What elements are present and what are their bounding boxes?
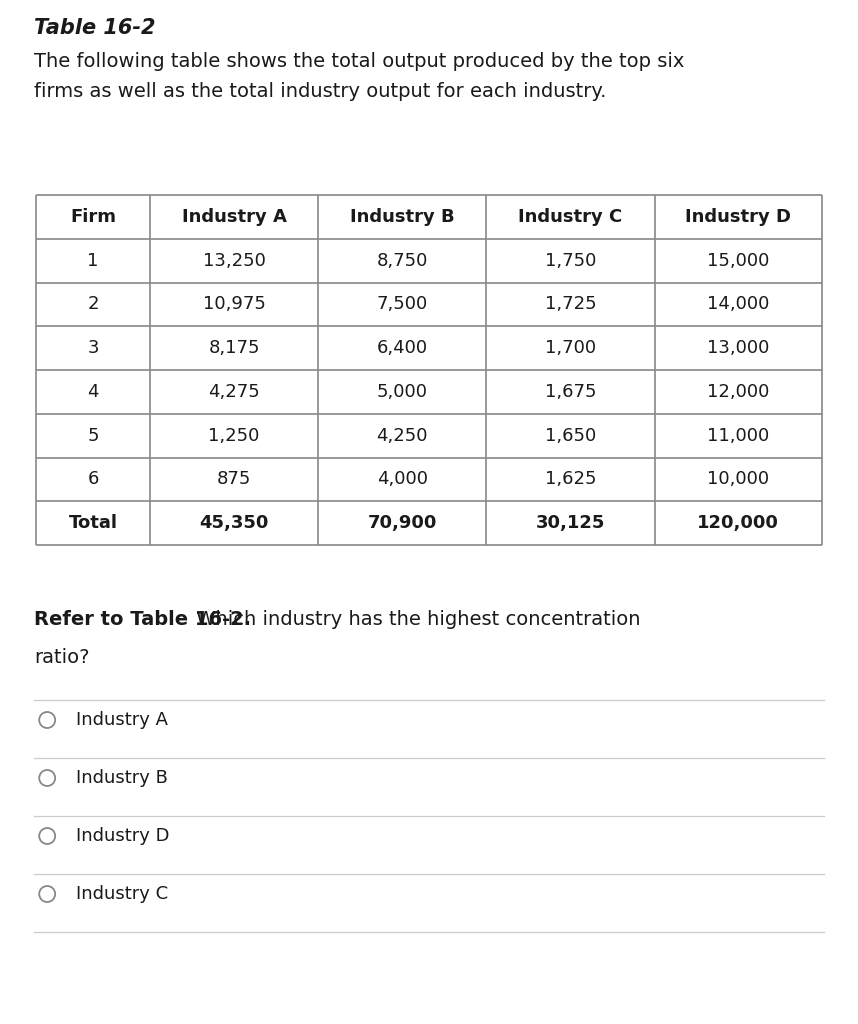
Text: 1,625: 1,625 xyxy=(545,470,596,488)
Text: 30,125: 30,125 xyxy=(535,514,605,532)
Text: 6,400: 6,400 xyxy=(377,339,428,357)
Text: Refer to Table 16-2.: Refer to Table 16-2. xyxy=(34,610,251,629)
Text: 13,250: 13,250 xyxy=(202,252,265,269)
Text: 1: 1 xyxy=(88,252,99,269)
Text: Total: Total xyxy=(69,514,118,532)
Text: Industry D: Industry D xyxy=(686,208,791,226)
Text: Industry D: Industry D xyxy=(76,827,169,845)
Text: 10,975: 10,975 xyxy=(202,295,265,313)
Text: 2: 2 xyxy=(88,295,99,313)
Text: 11,000: 11,000 xyxy=(707,427,770,444)
Text: The following table shows the total output produced by the top six: The following table shows the total outp… xyxy=(34,52,685,71)
Text: 5: 5 xyxy=(88,427,99,444)
Text: 1,650: 1,650 xyxy=(545,427,596,444)
Text: firms as well as the total industry output for each industry.: firms as well as the total industry outp… xyxy=(34,82,607,101)
Text: Table 16-2: Table 16-2 xyxy=(34,18,156,38)
Text: Industry A: Industry A xyxy=(76,711,167,729)
Text: 875: 875 xyxy=(217,470,251,488)
Text: 1,750: 1,750 xyxy=(545,252,596,269)
Text: 15,000: 15,000 xyxy=(707,252,770,269)
Text: 120,000: 120,000 xyxy=(698,514,779,532)
Text: 3: 3 xyxy=(88,339,99,357)
Text: Industry B: Industry B xyxy=(76,769,167,787)
Text: 5,000: 5,000 xyxy=(377,383,428,400)
Text: 13,000: 13,000 xyxy=(707,339,770,357)
Text: 1,250: 1,250 xyxy=(208,427,260,444)
Text: Industry C: Industry C xyxy=(518,208,623,226)
Text: Industry A: Industry A xyxy=(182,208,287,226)
Text: 6: 6 xyxy=(88,470,99,488)
Text: Industry C: Industry C xyxy=(76,885,167,903)
Text: 1,725: 1,725 xyxy=(545,295,596,313)
Text: 10,000: 10,000 xyxy=(707,470,770,488)
Text: 4,250: 4,250 xyxy=(377,427,428,444)
Text: 1,700: 1,700 xyxy=(545,339,596,357)
Text: Industry B: Industry B xyxy=(350,208,455,226)
Text: 8,750: 8,750 xyxy=(377,252,428,269)
Text: 7,500: 7,500 xyxy=(377,295,428,313)
Text: 4,275: 4,275 xyxy=(208,383,260,400)
Text: ratio?: ratio? xyxy=(34,648,90,667)
Text: 12,000: 12,000 xyxy=(707,383,770,400)
Text: 8,175: 8,175 xyxy=(208,339,260,357)
Text: 14,000: 14,000 xyxy=(707,295,770,313)
Text: Firm: Firm xyxy=(70,208,116,226)
Text: 4: 4 xyxy=(88,383,99,400)
Text: 1,675: 1,675 xyxy=(545,383,596,400)
Text: Which industry has the highest concentration: Which industry has the highest concentra… xyxy=(190,610,641,629)
Text: 45,350: 45,350 xyxy=(199,514,269,532)
Text: 70,900: 70,900 xyxy=(367,514,437,532)
Text: 4,000: 4,000 xyxy=(377,470,428,488)
